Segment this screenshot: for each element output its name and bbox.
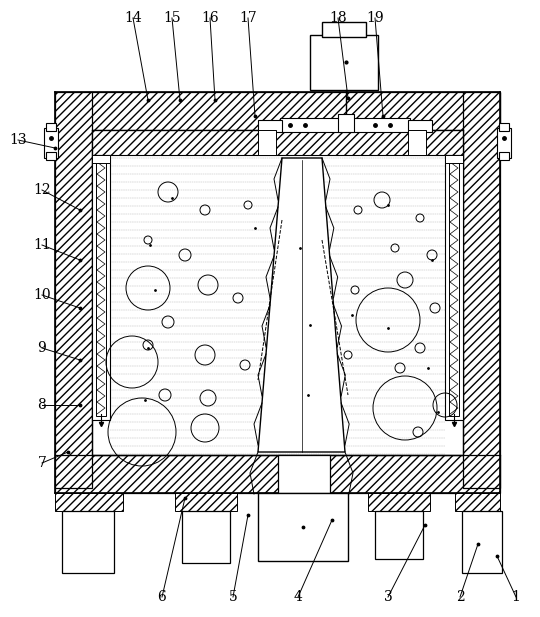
Polygon shape (258, 158, 345, 452)
Bar (280, 118, 410, 132)
Bar (175, 493, 237, 511)
Bar (499, 123, 509, 131)
Text: 7: 7 (38, 456, 46, 470)
Bar (497, 128, 511, 158)
Bar (55, 92, 92, 488)
Bar (445, 155, 463, 163)
Bar (55, 493, 123, 511)
Text: 8: 8 (38, 398, 46, 412)
Text: 1: 1 (511, 590, 521, 604)
Bar (92, 130, 463, 155)
Bar (499, 152, 509, 160)
Text: 14: 14 (124, 11, 142, 25)
Bar (44, 128, 58, 158)
Bar (449, 158, 459, 416)
Text: 17: 17 (239, 11, 257, 25)
Bar (62, 511, 114, 573)
Text: 11: 11 (33, 238, 51, 252)
Bar (182, 511, 230, 563)
Bar (258, 120, 282, 132)
Text: 13: 13 (9, 133, 27, 147)
Text: 18: 18 (329, 11, 347, 25)
Bar (278, 455, 330, 493)
Bar (92, 155, 110, 420)
Bar (46, 152, 56, 160)
Text: 19: 19 (366, 11, 384, 25)
Bar (338, 114, 354, 132)
Bar (445, 155, 463, 420)
Bar (368, 493, 430, 511)
Bar (55, 92, 500, 130)
Text: 5: 5 (228, 590, 238, 604)
Bar (462, 511, 502, 573)
Text: 15: 15 (163, 11, 181, 25)
Text: 10: 10 (33, 288, 51, 302)
Text: 3: 3 (383, 590, 393, 604)
Bar (408, 120, 432, 132)
Bar (463, 92, 500, 488)
Text: 6: 6 (158, 590, 166, 604)
Text: 16: 16 (201, 11, 219, 25)
Bar (322, 22, 366, 37)
Bar (92, 155, 110, 163)
Bar (310, 35, 378, 90)
Bar (96, 158, 106, 416)
Text: 4: 4 (294, 590, 302, 604)
Bar (455, 493, 500, 511)
Text: 12: 12 (33, 183, 51, 197)
Bar (55, 455, 500, 493)
Text: 2: 2 (456, 590, 464, 604)
Bar (375, 511, 423, 559)
Bar (258, 130, 276, 155)
Bar (55, 92, 500, 488)
Bar (46, 123, 56, 131)
Bar (408, 130, 426, 155)
Text: 9: 9 (38, 341, 46, 355)
Bar (258, 493, 348, 561)
